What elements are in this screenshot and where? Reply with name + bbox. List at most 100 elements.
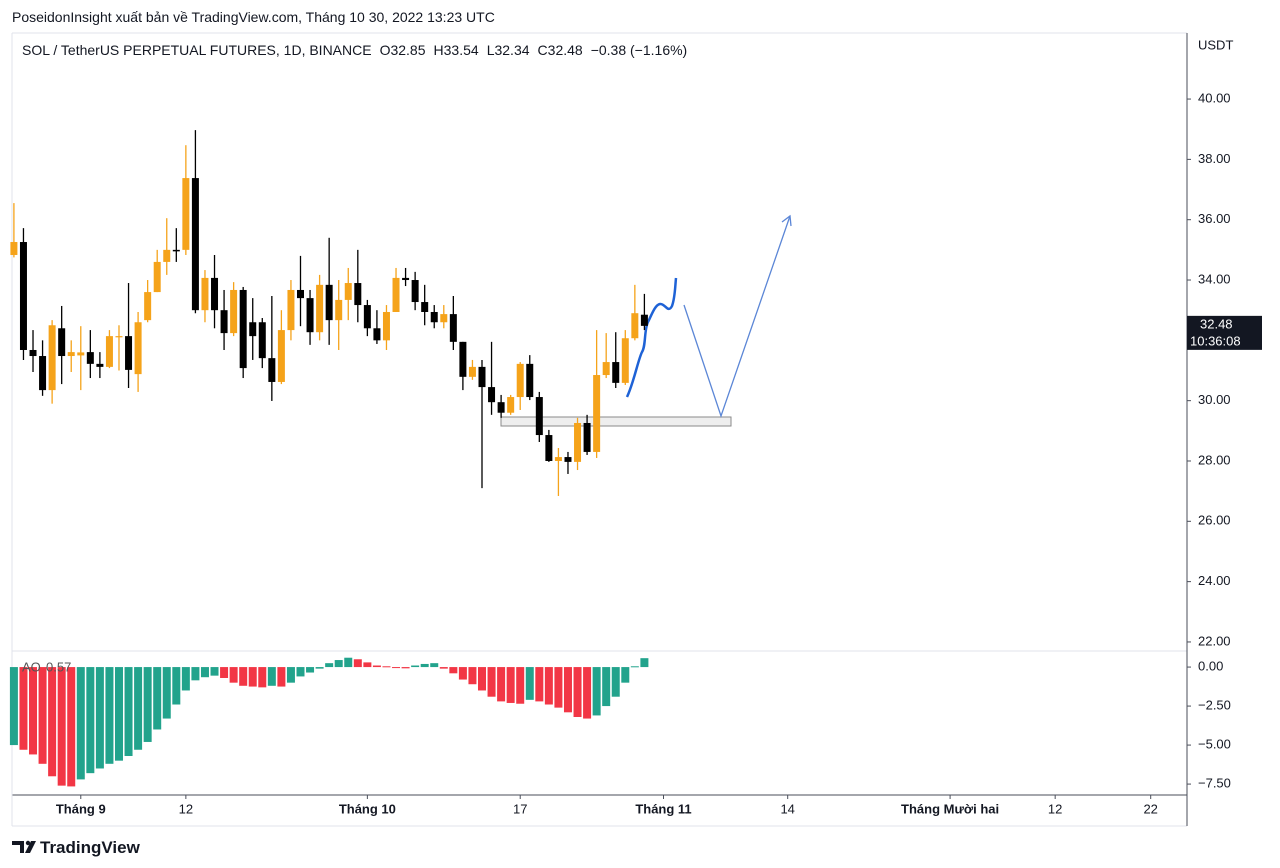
candle-body <box>545 435 553 461</box>
indicator-value: 0.57 <box>46 659 71 674</box>
x-tick-label: Tháng 11 <box>635 801 691 816</box>
candle-body <box>402 277 410 281</box>
y-tick-label: 34.00 <box>1198 271 1231 286</box>
ao-bar <box>67 667 76 787</box>
ao-bar <box>420 663 429 668</box>
ao-bar <box>449 667 458 674</box>
ao-bar <box>76 667 85 780</box>
candle-body <box>535 397 543 436</box>
y-tick-label: 26.00 <box>1198 513 1231 528</box>
candle-body <box>640 314 648 326</box>
ao-bar <box>286 667 295 683</box>
candle-body <box>488 387 496 403</box>
candle-body <box>86 352 94 364</box>
last-price-label: 32.48 <box>1200 316 1233 331</box>
ao-bar <box>191 667 200 681</box>
candle-body <box>220 310 228 334</box>
candle-body <box>430 311 438 323</box>
candle-body <box>115 336 123 338</box>
ao-bar <box>621 667 630 683</box>
ao-bar <box>29 667 38 755</box>
ao-bar <box>325 663 334 668</box>
ao-bar <box>563 667 572 713</box>
ao-bar <box>487 667 496 697</box>
candle-body <box>296 289 304 299</box>
ao-bar <box>38 667 47 764</box>
projection-path <box>625 277 678 398</box>
ohlc-key: L <box>486 42 495 58</box>
candle-body <box>526 363 534 398</box>
candle-body <box>268 358 276 382</box>
ao-bar <box>134 667 143 750</box>
candle-body <box>631 313 639 339</box>
y-tick-label: −7.50 <box>1198 776 1231 791</box>
ao-bar <box>124 667 133 756</box>
symbol-title: SOL / TetherUS PERPETUAL FUTURES, 1D, BI… <box>22 42 372 58</box>
x-tick-label: 22 <box>1143 801 1157 816</box>
ao-bar <box>267 667 276 686</box>
x-tick-label: 17 <box>513 801 527 816</box>
candle-body <box>211 277 219 311</box>
ao-bar <box>57 667 66 786</box>
ao-bar <box>248 667 257 687</box>
candle-body <box>201 277 209 311</box>
candle-body <box>67 352 75 357</box>
candle-body <box>468 366 476 377</box>
ao-bar <box>220 667 229 678</box>
candle-body <box>153 261 161 293</box>
candle-body <box>325 284 333 321</box>
ao-bar <box>105 667 114 764</box>
y-tick-label: 24.00 <box>1198 573 1231 588</box>
candle-body <box>96 363 104 367</box>
candle-body <box>478 366 486 388</box>
ao-bar <box>544 667 553 705</box>
support-zone <box>500 416 732 427</box>
ao-bar <box>229 667 238 683</box>
ao-bar <box>602 667 611 707</box>
y-tick-label: 0.00 <box>1198 659 1223 674</box>
ao-bar <box>277 667 286 687</box>
candle-body <box>497 402 505 413</box>
candle-body <box>125 336 133 370</box>
ohlc-value: 32.48 <box>547 42 583 58</box>
y-tick-label: 30.00 <box>1198 392 1231 407</box>
x-tick-label: 14 <box>780 801 794 816</box>
candle-body <box>239 289 247 369</box>
ao-bar <box>630 666 639 668</box>
candle-body <box>39 356 47 391</box>
arrow-head <box>781 214 792 227</box>
y-axis-label: USDT <box>1198 37 1233 52</box>
candle-body <box>440 314 448 323</box>
ao-bar <box>363 662 372 668</box>
price-label-box <box>1187 315 1262 350</box>
ao-bar <box>306 667 315 673</box>
change-label: −0.38 (−1.16%) <box>590 42 688 58</box>
countdown-label: 10:36:08 <box>1190 333 1241 348</box>
ao-bar <box>200 667 209 678</box>
candle-body <box>144 292 152 321</box>
candle-body <box>593 375 601 452</box>
candle-body <box>621 338 629 383</box>
ao-bar <box>497 667 506 702</box>
candle-body <box>411 280 419 303</box>
ao-bar <box>172 667 181 705</box>
candle-body <box>230 289 238 334</box>
candle-body <box>344 283 352 300</box>
candle-body <box>382 311 390 341</box>
ao-bar <box>535 667 544 702</box>
ao-bar <box>392 667 401 669</box>
attribution: PoseidonInsight xuất bản về TradingView.… <box>12 9 495 25</box>
candle-body <box>58 328 66 357</box>
ao-bar <box>411 665 420 668</box>
ohlc-key: C <box>537 42 548 58</box>
x-tick-label: 12 <box>1048 801 1062 816</box>
ao-bar <box>210 667 219 676</box>
ao-bar <box>315 667 324 669</box>
ao-bar <box>372 665 381 668</box>
projection-arrow <box>683 215 791 419</box>
candle-body <box>363 305 371 329</box>
candle-body <box>507 397 515 413</box>
ohlc-value: 32.34 <box>494 42 530 58</box>
candle-body <box>134 322 142 375</box>
ao-bar <box>611 667 620 697</box>
